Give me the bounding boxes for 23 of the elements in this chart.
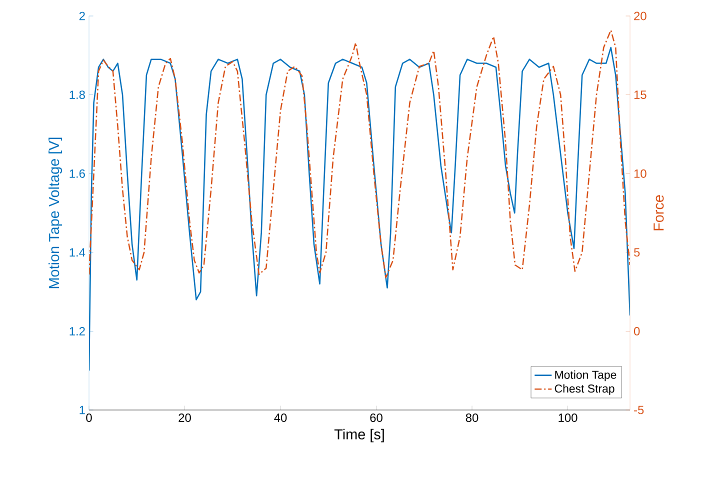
y-tick-label: 1.4 — [70, 248, 86, 257]
x-tick-label: 80 — [466, 414, 478, 422]
y-tick-label: 1.6 — [70, 169, 85, 178]
y2-tick-label: 0 — [634, 326, 640, 336]
x-tick-label: 0 — [86, 414, 92, 422]
legend-label: Chest Strap — [554, 384, 614, 395]
y2-tick-label: 5 — [634, 248, 640, 257]
y-tick-label: 1.2 — [70, 327, 85, 336]
y-tick-label: 1 — [80, 406, 85, 414]
y-tick-label: 2 — [79, 12, 85, 20]
y-tick-label: 1.8 — [70, 90, 85, 100]
y2-tick-label: 15 — [634, 90, 646, 99]
x-axis-title: Time [s] — [334, 428, 384, 442]
x-tick-label: 100 — [558, 414, 578, 422]
x-tick-label: 60 — [370, 414, 382, 422]
x-tick-label: 40 — [274, 414, 287, 422]
x-tick-label: 20 — [178, 414, 191, 422]
y2-tick-label: 20 — [634, 12, 646, 20]
y-axis-title: Motion Tape Voltage [V] — [48, 138, 62, 288]
y2-tick-label: -5 — [634, 406, 644, 414]
legend-label: Motion Tape — [555, 370, 616, 382]
y2-tick-label: 10 — [634, 169, 646, 178]
y2-axis-title: Force — [654, 195, 664, 230]
